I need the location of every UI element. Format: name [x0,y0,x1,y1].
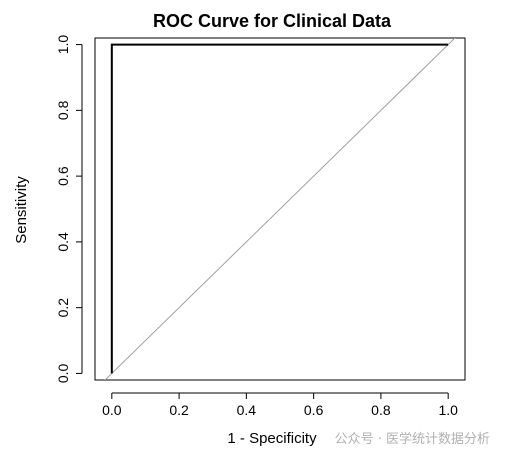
y-tick-label: 0.6 [55,166,71,186]
y-axis: 0.0 0.2 0.4 0.6 0.8 1.0 [55,35,83,383]
y-tick-label: 0.4 [55,232,71,252]
x-tick-label: 1.0 [438,402,458,418]
x-tick-label: 0.2 [169,402,189,418]
x-axis: 0.0 0.2 0.4 0.6 0.8 1.0 [102,392,458,418]
x-tick-label: 0.4 [237,402,257,418]
plot-frame [94,37,466,381]
x-tick-label: 0.0 [102,402,122,418]
roc-curve [110,43,449,374]
y-axis-label: Sensitivity [13,176,30,244]
y-tick-label: 0.8 [55,100,71,120]
x-axis-label: 1 - Specificity [227,430,317,447]
reference-diagonal [104,38,456,380]
watermark-text: 公众号 · 医学统计数据分析 [334,432,490,447]
plot-lines [104,38,456,380]
x-tick-label: 0.6 [304,402,324,418]
y-tick-label: 1.0 [55,35,71,55]
x-tick-label: 0.8 [371,402,391,418]
chart-title: ROC Curve for Clinical Data [153,11,392,31]
y-tick-label: 0.0 [55,363,71,383]
y-tick-label: 0.2 [55,298,71,318]
